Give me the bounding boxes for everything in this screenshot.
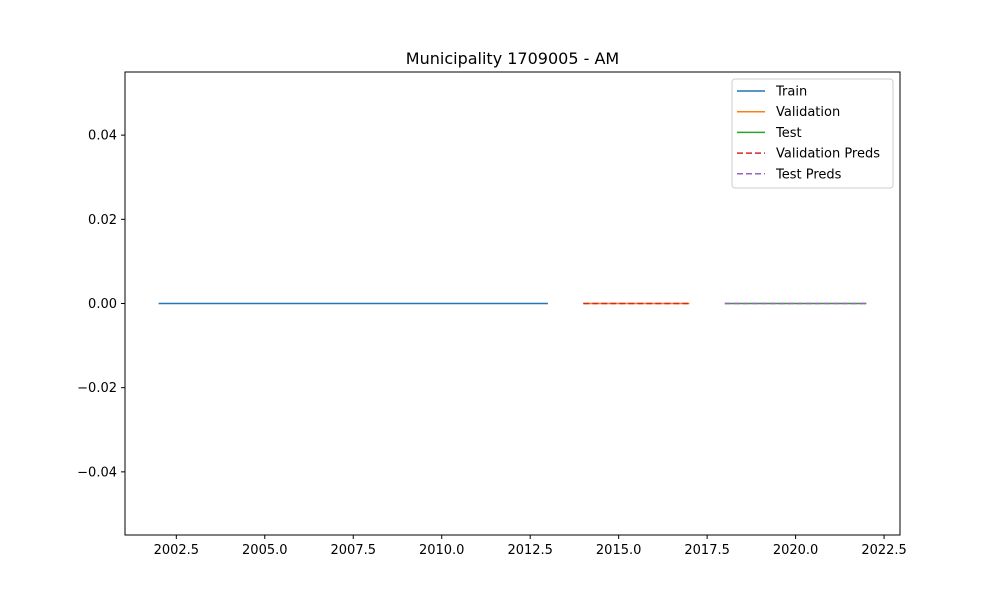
x-tick-label: 2022.5: [861, 543, 907, 558]
legend-label: Train: [775, 85, 807, 100]
legend-label: Test Preds: [775, 167, 842, 182]
x-tick-label: 2010.0: [419, 543, 465, 558]
legend: Train Validation Test Validation Preds Test …: [731, 78, 894, 189]
chart-title: Municipality 1709005 - AM: [406, 49, 619, 68]
legend-box: [731, 78, 894, 189]
y-tick-label: −0.02: [77, 381, 117, 396]
y-tick-label: −0.04: [77, 465, 117, 480]
legend-label: Validation: [776, 105, 840, 120]
x-tick-label: 2015.0: [596, 543, 642, 558]
legend-label: Test: [775, 126, 802, 141]
y-tick-label: 0.02: [88, 213, 117, 228]
x-axis: 2002.5 2005.0 2007.5 2010.0 2012.5 2015.0 2017…: [154, 535, 907, 558]
y-axis: −0.04 −0.02 0.00 0.02 0.04: [77, 129, 125, 480]
x-tick-label: 2002.5: [154, 543, 200, 558]
x-tick-label: 2005.0: [242, 543, 288, 558]
legend-label: Validation Preds: [776, 147, 880, 162]
y-tick-label: 0.00: [88, 297, 117, 312]
x-tick-label: 2020.0: [773, 543, 819, 558]
x-tick-label: 2012.5: [507, 543, 553, 558]
x-tick-label: 2007.5: [331, 543, 377, 558]
x-tick-label: 2017.5: [684, 543, 730, 558]
y-tick-label: 0.04: [88, 129, 117, 144]
